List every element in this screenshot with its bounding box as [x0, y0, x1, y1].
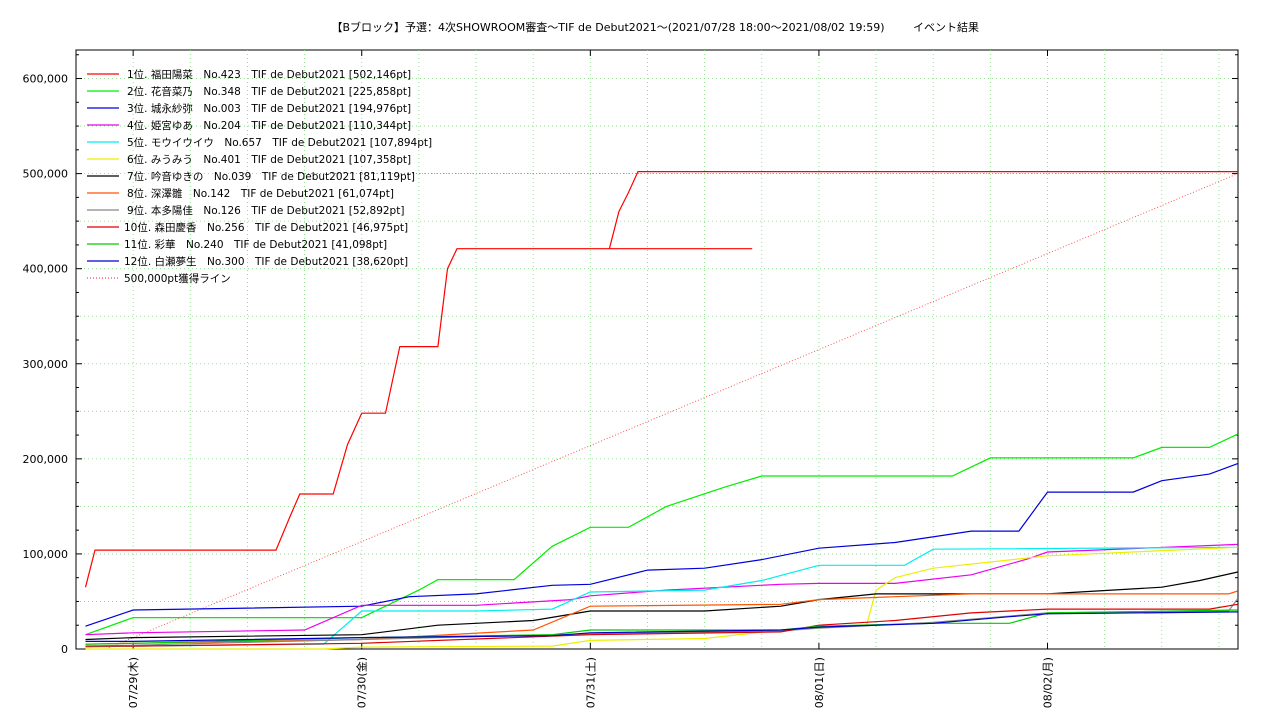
legend-label: 4位. 姫宮ゆあ No.204 TIF de Debut2021 [110,34… [127, 119, 411, 132]
legend-label: 3位. 城永紗弥 No.003 TIF de Debut2021 [194,97… [127, 102, 411, 115]
series-line-7 [85, 571, 1238, 641]
legend-label: 8位. 深澤雛 No.142 TIF de Debut2021 [61,074p… [127, 187, 394, 200]
series-line-12 [85, 611, 1238, 642]
reference-line [105, 173, 1239, 650]
x-tick-label: 07/30(金) [355, 657, 369, 708]
legend-label: 10位. 森田慶香 No.256 TIF de Debut2021 [46,97… [124, 221, 408, 234]
series-line-1 [84, 248, 753, 588]
y-tick-label: 400,000 [23, 263, 69, 276]
legend-label: 9位. 本多陽佳 No.126 TIF de Debut2021 [52,892… [127, 204, 404, 217]
legend: 1位. 福田陽菜 No.423 TIF de Debut2021 [502,14… [87, 68, 432, 285]
x-tick-label: 08/02(月) [1042, 657, 1055, 708]
y-tick-label: 500,000 [23, 168, 69, 181]
y-tick-label: 0 [61, 643, 68, 656]
series-line-8 [85, 590, 1238, 645]
series-line-2 [85, 433, 1239, 636]
legend-label: 5位. モウイウイウ No.657 TIF de Debut2021 [107,… [127, 136, 432, 149]
legend-label: 7位. 吟音ゆきの No.039 TIF de Debut2021 [81,11… [127, 170, 415, 183]
legend-label: 6位. みうみう No.401 TIF de Debut2021 [107,35… [127, 153, 411, 166]
y-tick-label: 300,000 [23, 358, 69, 371]
legend-label: 500,000pt獲得ライン [124, 272, 231, 285]
plot-area: 0 100,000 200,000 300,000 400,000 500,000 600,… [23, 49, 1239, 708]
x-tick-label: 07/29(木) [127, 657, 140, 708]
legend-label: 2位. 花音菜乃 No.348 TIF de Debut2021 [225,85… [127, 85, 411, 98]
x-tick-label: 07/31(土) [584, 657, 597, 708]
y-tick-label: 100,000 [23, 548, 69, 561]
y-tick-label: 200,000 [23, 453, 69, 466]
x-tick-label: 08/01(日) [813, 657, 826, 708]
legend-label: 1位. 福田陽菜 No.423 TIF de Debut2021 [502,14… [127, 68, 411, 81]
series-line-10 [85, 603, 1238, 647]
series-line-3 [85, 463, 1239, 627]
legend-label: 12位. 白瀬夢生 No.300 TIF de Debut2021 [38,62… [124, 255, 408, 268]
legend-label: 11位. 彩華 No.240 TIF de Debut2021 [41,098p… [124, 238, 387, 251]
series-line-4 [85, 543, 1238, 636]
plot-frame [75, 49, 1239, 650]
chart-subtitle: イベント結果 [913, 20, 979, 34]
series-line-1-final [608, 171, 1238, 249]
chart-title: 【Bブロック】予選：4次SHOWROOM審査〜TIF de Debut2021〜… [331, 20, 884, 34]
y-tick-label: 600,000 [23, 73, 69, 86]
